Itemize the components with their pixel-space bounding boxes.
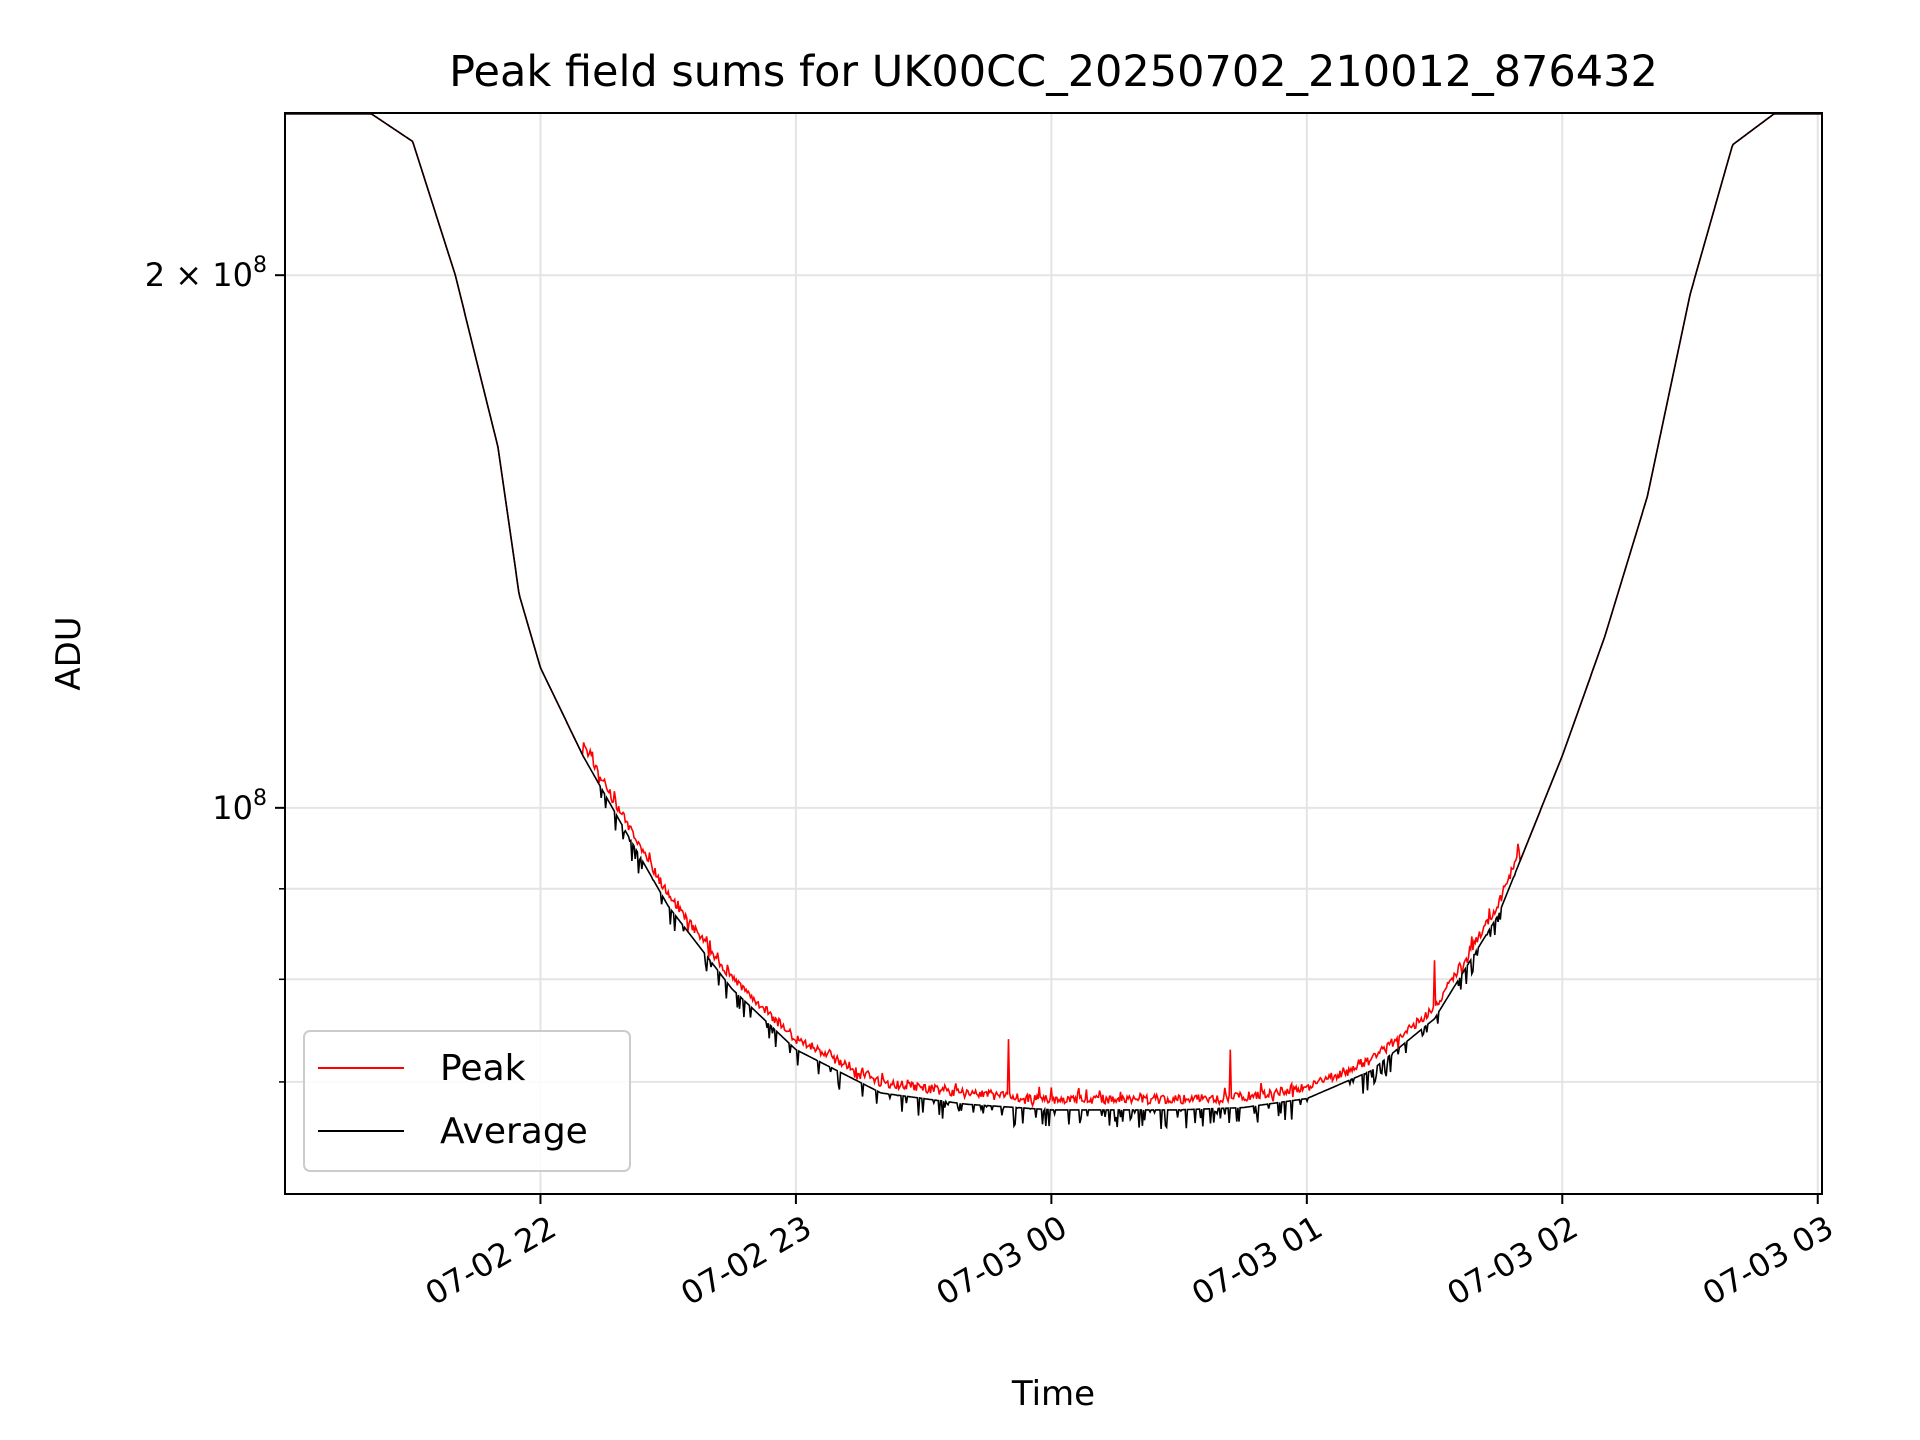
- plot-frame: [284, 112, 1823, 1195]
- y-tick-label: 108: [212, 786, 267, 827]
- plot-lines: [285, 113, 1822, 1130]
- y-tick-exponent: 8: [253, 253, 267, 278]
- grid-lines: [285, 113, 1822, 1194]
- chart-title: Peak field sums for UK00CC_20250702_2100…: [449, 47, 1658, 97]
- legend-box: [303, 1030, 631, 1172]
- series-line-average: [285, 113, 1822, 1130]
- legend: Peak Average: [303, 1030, 631, 1172]
- legend-label-peak: Peak: [440, 1048, 526, 1089]
- legend-label-average: Average: [440, 1111, 588, 1152]
- x-axis-label: Time: [1011, 1374, 1095, 1414]
- y-tick-base: 2 × 10: [145, 256, 253, 294]
- y-tick-exponent: 8: [253, 786, 267, 811]
- y-tick-label: 2 × 108: [145, 253, 267, 294]
- y-tick-base: 10: [212, 789, 253, 827]
- y-axis-label: ADU: [49, 616, 89, 690]
